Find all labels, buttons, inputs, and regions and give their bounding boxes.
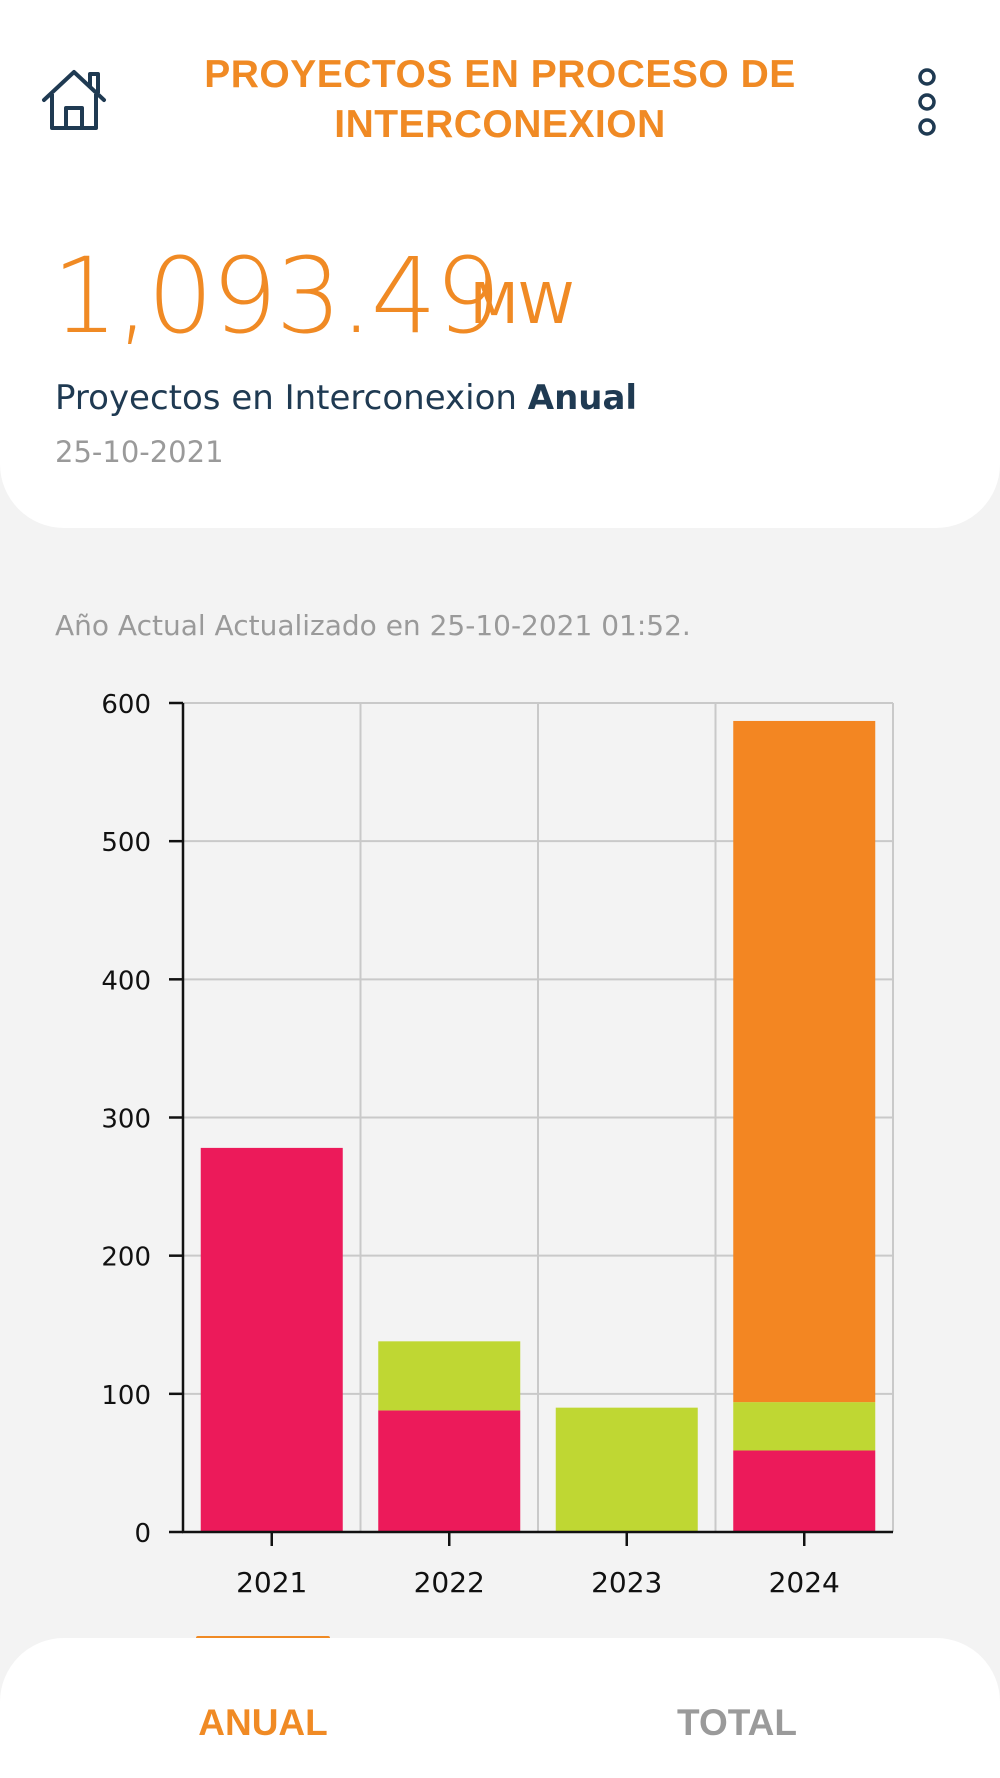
tab-anual[interactable]: ANUAL xyxy=(198,1702,328,1743)
bottom-tab-bar: ANUAL TOTAL xyxy=(0,1638,1000,1778)
updated-timestamp: Año Actual Actualizado en 25-10-2021 01:… xyxy=(55,609,691,642)
bar-segment xyxy=(378,1410,521,1532)
summary-label-period: Anual xyxy=(527,378,638,418)
bar-segment xyxy=(733,1402,876,1451)
x-tick-label: 2022 xyxy=(414,1566,485,1599)
y-tick-label: 600 xyxy=(101,690,151,720)
summary-card: PROYECTOS EN PROCESO DE INTERCONEXION 1,… xyxy=(0,0,1000,528)
tab-total[interactable]: TOTAL xyxy=(677,1702,797,1743)
y-tick-label: 300 xyxy=(101,1105,151,1135)
total-mw-value: 1,093.49 xyxy=(52,235,501,357)
y-tick-label: 400 xyxy=(101,966,151,996)
bar-segment xyxy=(378,1341,521,1411)
summary-date: 25-10-2021 xyxy=(55,435,224,469)
page-title-line2: INTERCONEXION xyxy=(334,103,666,146)
y-tick-label: 200 xyxy=(101,1243,151,1273)
home-icon[interactable] xyxy=(38,66,110,134)
y-tick-label: 100 xyxy=(101,1381,151,1411)
summary-label-text: Proyectos en Interconexion xyxy=(55,378,517,418)
bar-segment xyxy=(733,1450,876,1532)
x-tick-label: 2023 xyxy=(591,1566,662,1599)
bar-segment xyxy=(200,1147,343,1532)
page-title-line1: PROYECTOS EN PROCESO DE xyxy=(204,53,796,96)
bar-segment xyxy=(555,1407,698,1532)
y-tick-label: 500 xyxy=(101,828,151,858)
x-tick-label: 2024 xyxy=(769,1566,840,1599)
more-vertical-icon[interactable] xyxy=(912,66,942,138)
stacked-bar-chart: 0 100 200 300 400 500 600 2021 2022 2023 2024 xyxy=(101,690,894,1599)
x-tick-label: 2021 xyxy=(236,1566,307,1599)
y-tick-label: 0 xyxy=(134,1519,151,1549)
bar-segment xyxy=(733,720,876,1403)
summary-label: Proyectos en Interconexion Anual xyxy=(55,375,637,421)
page-title: PROYECTOS EN PROCESO DE INTERCONEXION xyxy=(160,50,840,150)
total-mw-unit: MW xyxy=(470,272,574,337)
